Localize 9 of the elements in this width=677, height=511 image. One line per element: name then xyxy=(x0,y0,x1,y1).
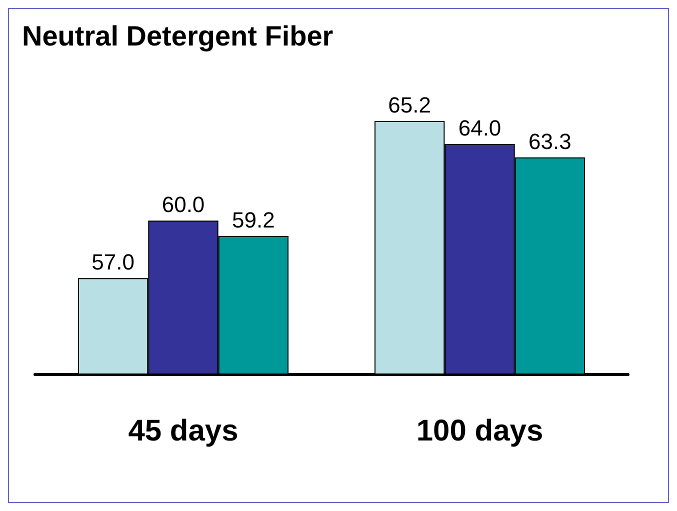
chart-title: Neutral Detergent Fiber xyxy=(22,20,334,52)
data-label: 64.0 xyxy=(458,116,502,140)
data-label: 59.2 xyxy=(232,208,275,232)
data-label: 60.0 xyxy=(162,192,205,218)
x-tick-label: 100 days xyxy=(416,414,544,448)
data-label: 65.2 xyxy=(388,92,431,118)
data-label: 57.0 xyxy=(92,250,134,275)
x-tick-label: 45 days xyxy=(128,414,238,448)
data-label: 63.3 xyxy=(528,128,572,154)
